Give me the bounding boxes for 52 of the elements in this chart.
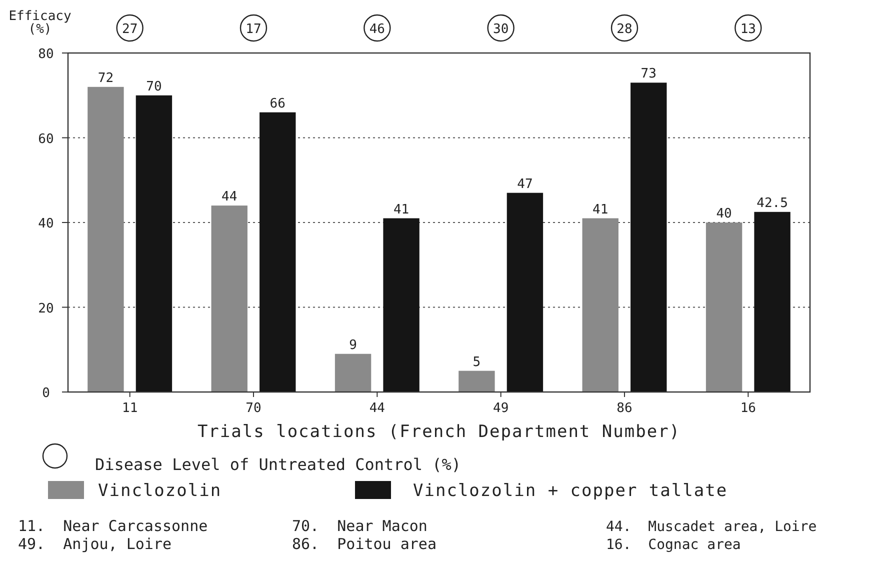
data-label: 73 [640,66,656,82]
text: 44. Muscadet area, Loire [606,519,817,535]
bar [630,82,667,392]
y-tick-label: 80 [38,47,54,62]
bar [706,222,742,392]
bar [136,95,172,392]
text: Disease Level of Untreated Control (%) [95,455,462,474]
bar [383,218,420,392]
text: 11. Near Carcassonne [18,517,208,535]
x-tick-label: 16 [740,401,756,416]
legend-label: Vinclozolin + copper tallate [413,481,728,501]
text: 28 [616,22,632,37]
x-tick-label: 70 [246,401,262,416]
y-tick-label: 40 [38,216,54,232]
bar [506,192,544,392]
text: 70. Near Macon [292,517,428,535]
legend-label: Vinclozolin [98,481,222,501]
data-label: 70 [146,79,162,94]
bar [458,370,495,392]
bar [334,354,372,392]
data-label: 72 [98,70,114,86]
text: 17 [246,22,262,37]
y-axis-title: Efficacy (%) [8,9,72,37]
data-label: 41 [393,202,410,218]
text: 30 [493,22,509,37]
text: 46 [369,22,385,37]
data-label: 66 [270,96,286,112]
bar [582,218,618,392]
data-label: 41 [592,202,608,218]
data-label: 9 [349,338,357,353]
x-tick-label: 49 [493,401,509,416]
bar [260,112,296,392]
x-tick-label: 86 [616,401,632,416]
bar [211,206,248,392]
x-axis-title: Trials locations (French Department Number) [197,422,681,442]
data-label: 5 [472,354,481,370]
bar [88,86,124,392]
data-label: 40 [716,206,732,222]
text: 27 [122,22,138,37]
data-label: 47 [517,176,533,192]
text: 86. Poitou area [292,535,436,553]
text: 16. Cognac area [606,537,741,553]
text: 49. Anjou, Loire [18,535,172,553]
y-tick-label: 0 [42,386,50,401]
data-label: 44 [222,190,238,205]
bar [754,212,790,392]
text: 13 [740,22,756,37]
x-tick-label: 11 [122,401,138,416]
data-label: 42.5 [756,196,788,211]
y-tick-label: 60 [38,132,54,147]
x-tick-label: 44 [369,401,386,416]
y-tick-label: 20 [38,301,54,316]
